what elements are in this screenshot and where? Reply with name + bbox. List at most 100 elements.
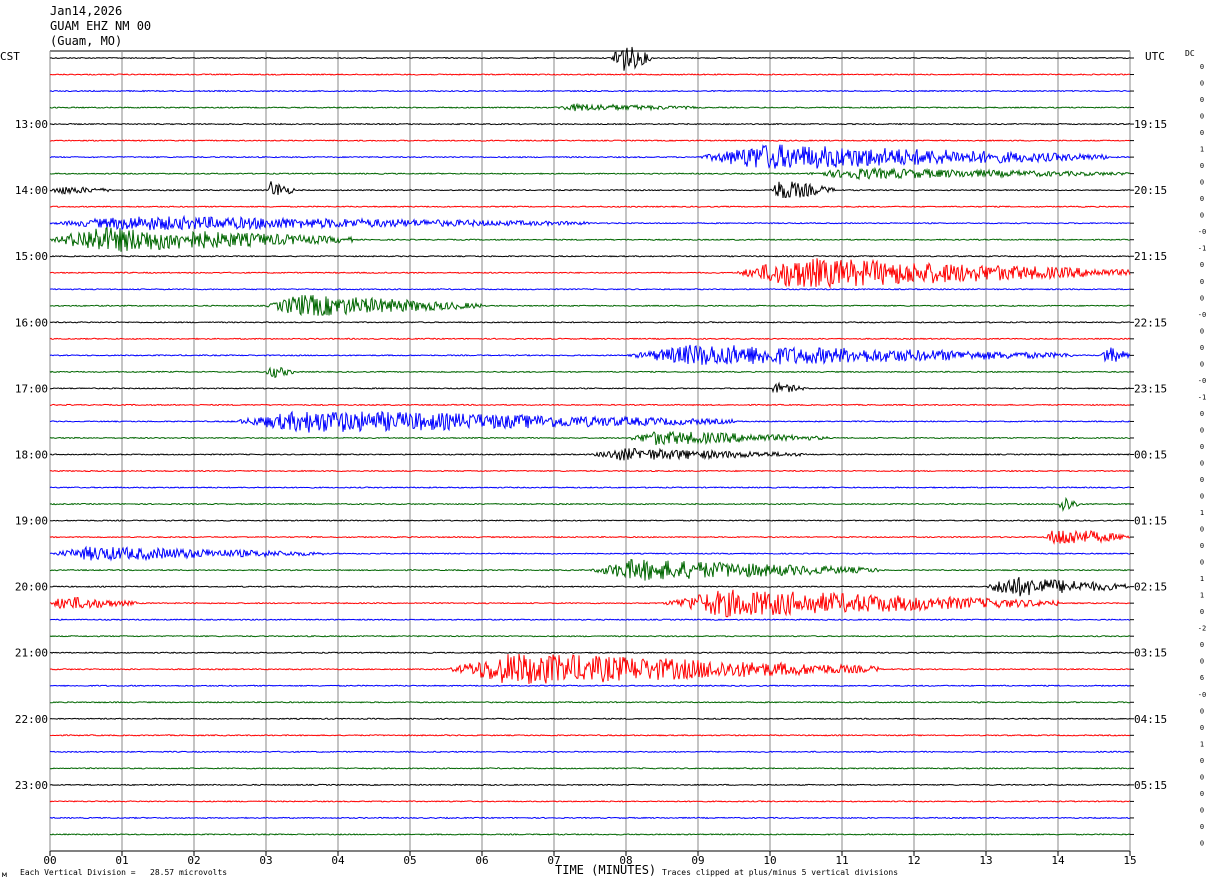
dc-offset-label: 0 <box>1200 294 1204 302</box>
trace-line <box>49 344 1131 365</box>
dc-offset-label: 0 <box>1200 459 1204 467</box>
x-axis-title: TIME (MINUTES) <box>555 863 657 877</box>
trace-line <box>49 558 1130 581</box>
dc-offset-label: 0 <box>1200 559 1204 567</box>
dc-offset-label: 0 <box>1200 129 1204 137</box>
x-tick-label: 05 <box>403 854 416 867</box>
utc-hour-label: 19:15 <box>1134 118 1167 131</box>
trace-line <box>49 403 1131 407</box>
dc-offset-label: 1 <box>1200 509 1204 517</box>
utc-hour-label: 23:15 <box>1134 382 1167 395</box>
trace-line <box>49 618 1131 621</box>
trace-line <box>49 684 1131 688</box>
dc-offset-label: 0 <box>1200 757 1204 765</box>
dc-offset-label: 0 <box>1200 410 1204 418</box>
trace-line <box>49 816 1131 820</box>
dc-offset-label: 1 <box>1200 146 1204 154</box>
dc-offset-label: 0 <box>1200 360 1204 368</box>
cst-hour-label: 23:00 <box>15 779 48 792</box>
x-tick-label: 12 <box>907 854 920 867</box>
utc-hour-label: 05:15 <box>1134 779 1167 792</box>
dc-offset-label: -0 <box>1198 311 1206 319</box>
dc-offset-label: 1 <box>1200 592 1204 600</box>
trace-line <box>49 486 1131 489</box>
trace-line <box>49 589 1131 618</box>
trace-line <box>49 469 1131 473</box>
x-tick-label: 15 <box>1123 854 1136 867</box>
trace-line <box>49 529 1131 545</box>
trace-line <box>49 430 1131 446</box>
trace-line <box>49 800 1131 803</box>
dc-offset-label: 0 <box>1200 526 1204 534</box>
scale-note: Each Vertical Division = 28.57 microvolt… <box>20 868 228 877</box>
dc-offset-label: 0 <box>1200 113 1204 121</box>
dc-offset-label: 0 <box>1200 327 1204 335</box>
trace-line <box>50 226 1131 252</box>
dc-offset-label: 0 <box>1200 542 1204 550</box>
cst-hour-label: 15:00 <box>15 250 48 263</box>
dc-offset-label: 0 <box>1200 426 1204 434</box>
dc-offset-label: -0 <box>1198 377 1206 385</box>
dc-offset-label: 0 <box>1200 773 1204 781</box>
trace-line <box>49 46 1131 71</box>
trace-line <box>49 783 1131 787</box>
trace-line <box>49 577 1131 597</box>
x-tick-label: 00 <box>43 854 56 867</box>
dc-offset-label: 0 <box>1200 212 1204 220</box>
dc-offset-label: 0 <box>1200 96 1204 104</box>
dc-offset-label: 1 <box>1200 740 1204 748</box>
trace-line <box>49 701 1131 704</box>
dc-offset-label: 0 <box>1200 195 1204 203</box>
trace-line <box>49 288 1131 291</box>
dc-offset-label: 0 <box>1200 278 1204 286</box>
trace-line <box>49 139 1131 142</box>
x-tick-label: 13 <box>979 854 992 867</box>
trace-line <box>49 734 1131 737</box>
cst-hour-label: 20:00 <box>15 581 48 594</box>
trace-line <box>49 750 1130 754</box>
trace-line <box>49 410 1131 433</box>
cst-hour-label: 21:00 <box>15 647 48 660</box>
dc-offset-label: 0 <box>1200 179 1204 187</box>
x-tick-label: 14 <box>1051 854 1065 867</box>
dc-offset-label: -0 <box>1198 691 1206 699</box>
cst-hour-label: 16:00 <box>15 316 48 329</box>
location-label: (Guam, MO) <box>50 34 123 48</box>
dc-axis-title: DC <box>1185 49 1195 58</box>
x-tick-label: 03 <box>259 854 272 867</box>
cst-hour-label: 14:00 <box>15 184 48 197</box>
cst-hour-label: 18:00 <box>15 448 48 461</box>
utc-hour-label: 04:15 <box>1134 713 1167 726</box>
dc-offset-label: 0 <box>1200 493 1204 501</box>
trace-line <box>49 653 1131 685</box>
dc-offset-label: 6 <box>1200 674 1204 682</box>
utc-hour-label: 03:15 <box>1134 647 1167 660</box>
dc-offset-label: 0 <box>1200 443 1204 451</box>
x-tick-label: 04 <box>331 854 345 867</box>
x-tick-label: 10 <box>763 854 776 867</box>
trace-line <box>49 545 1131 562</box>
trace-line <box>50 519 1131 522</box>
trace-line <box>49 337 1131 341</box>
trace-line <box>49 214 1131 231</box>
dc-offset-label: 0 <box>1200 790 1204 798</box>
trace-line <box>49 381 1131 394</box>
dc-offset-label: 0 <box>1200 63 1204 71</box>
x-tick-label: 01 <box>115 854 128 867</box>
x-tick-label: 06 <box>475 854 488 867</box>
dc-offset-label: -1 <box>1198 393 1206 401</box>
dc-offset-label: 0 <box>1200 707 1204 715</box>
trace-line <box>49 767 1131 770</box>
utc-hour-label: 02:15 <box>1134 581 1167 594</box>
trace-line <box>49 102 1131 112</box>
trace-line <box>49 166 1131 181</box>
x-tick-label: 11 <box>835 854 848 867</box>
trace-line <box>50 254 1131 258</box>
dc-offset-label: 0 <box>1200 261 1204 269</box>
dc-offset-label: 0 <box>1200 476 1204 484</box>
trace-line <box>49 295 1131 317</box>
dc-offset-label: 0 <box>1200 608 1204 616</box>
trace-line <box>49 651 1131 655</box>
utc-hour-label: 20:15 <box>1134 184 1167 197</box>
trace-line <box>49 122 1131 126</box>
